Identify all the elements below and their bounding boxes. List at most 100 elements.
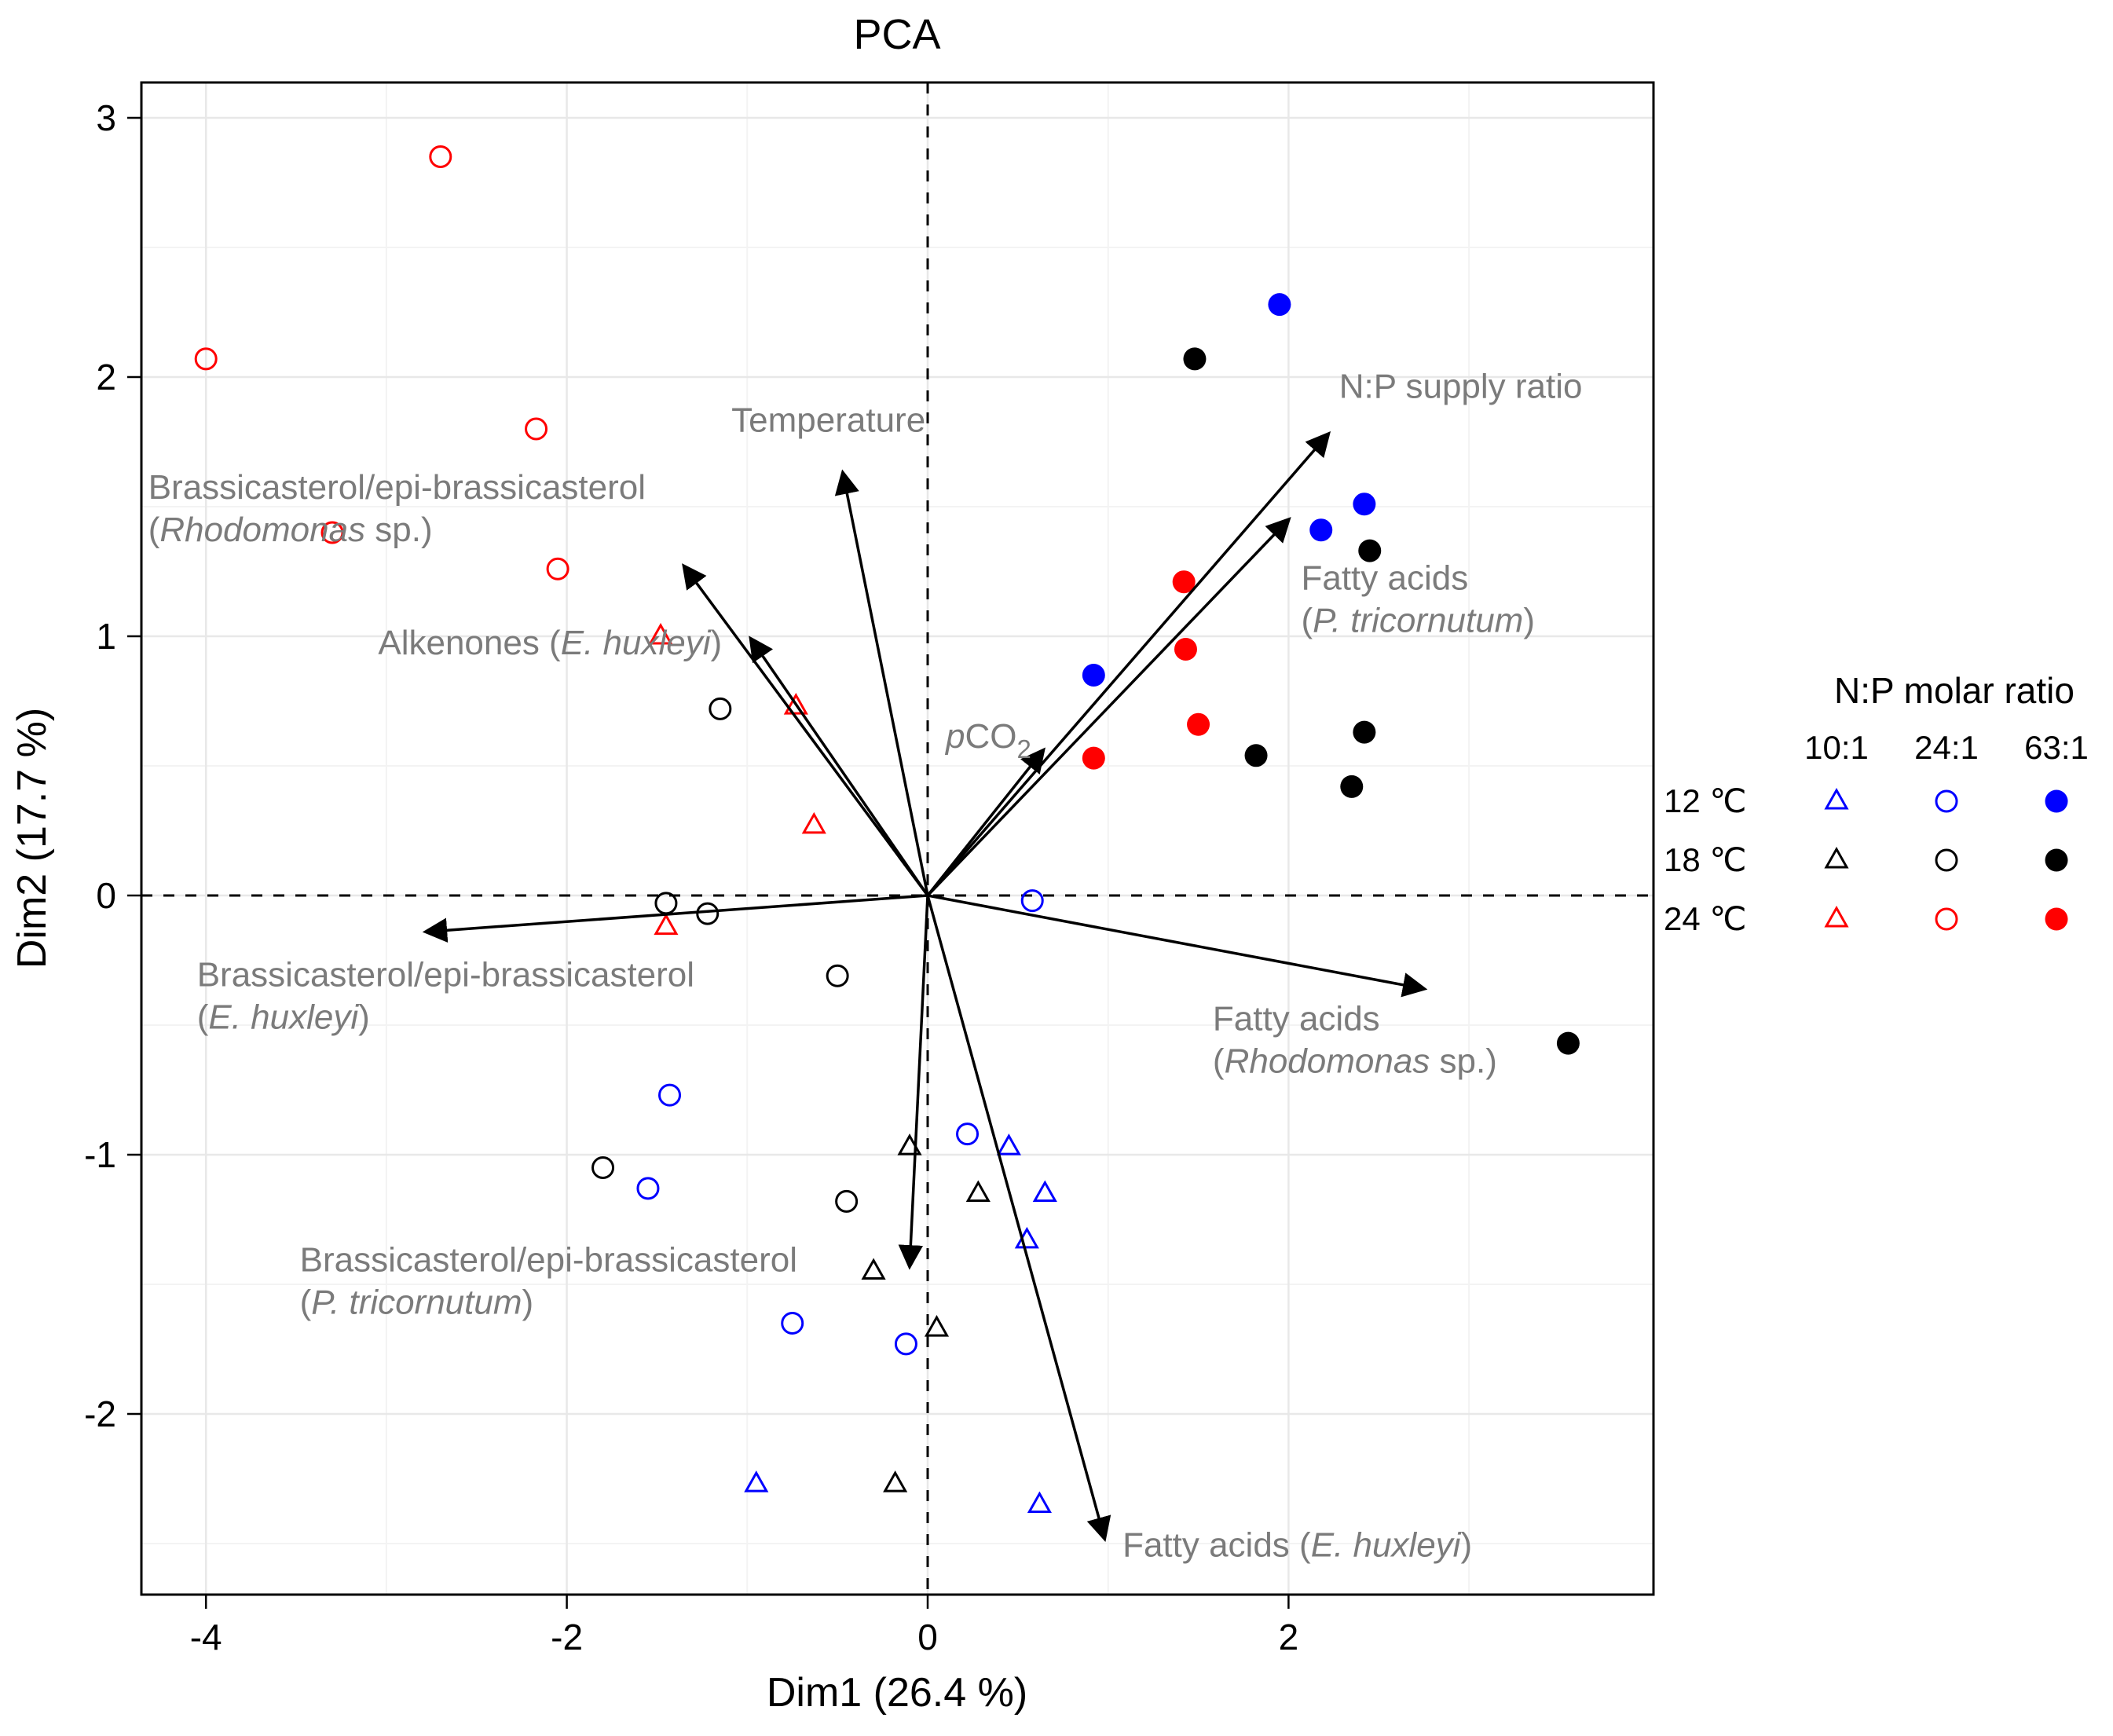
legend: N:P molar ratio 10:1 24:1 63:1 12 ℃ 18 ℃ 24 ℃ xyxy=(1664,669,2113,948)
data-point-18c-63-1 xyxy=(1556,1031,1580,1055)
data-points xyxy=(194,145,1580,1513)
data-point-24c-24-1 xyxy=(525,417,548,441)
panel-border xyxy=(140,81,1655,1596)
legend-key-filled-circle xyxy=(2001,784,2111,819)
data-point-12c-63-1 xyxy=(1309,518,1333,542)
loading-arrow-fatty-acids-rhodomonas xyxy=(927,894,1428,998)
loading-label-fatty-acids-e-huxleyi: Fatty acids (E. huxleyi) xyxy=(1122,1526,1472,1565)
legend-key-open-triangle xyxy=(1782,843,1891,877)
data-point-18c-10-1 xyxy=(861,1258,886,1280)
data-point-24c-24-1 xyxy=(429,145,452,168)
data-point-18c-10-1 xyxy=(924,1315,950,1337)
data-point-18c-24-1 xyxy=(709,697,732,720)
legend-key-open-circle xyxy=(1891,843,2001,877)
data-point-24c-24-1 xyxy=(546,557,569,580)
loading-arrow-temperature xyxy=(834,469,929,896)
data-point-24c-63-1 xyxy=(1174,638,1197,661)
data-point-12c-10-1 xyxy=(996,1134,1021,1156)
loading-arrow-fatty-acids-p-tricornutum xyxy=(926,517,1291,897)
legend-key-open-triangle xyxy=(1782,902,1891,936)
data-point-12c-63-1 xyxy=(1353,493,1376,516)
data-point-18c-24-1 xyxy=(835,1189,859,1213)
open-triangle-icon xyxy=(1824,846,1849,868)
x-tick-label: -2 xyxy=(551,1617,583,1657)
y-tick-label: -1 xyxy=(84,1134,116,1175)
legend-key-open-circle xyxy=(1891,784,2001,819)
gridlines xyxy=(141,82,1653,1595)
open-circle-icon xyxy=(1935,789,1958,812)
loading-arrow-pco2 xyxy=(926,747,1046,897)
open-circle-icon xyxy=(1935,848,1958,871)
x-tick-label: 0 xyxy=(917,1617,938,1657)
loading-label-brassicasterol-e-huxleyi: Brassicasterol/epi-brassicasterol (E. hux… xyxy=(197,956,694,1037)
data-point-18c-10-1 xyxy=(965,1180,991,1202)
loading-label-pco2: pCO2 xyxy=(944,717,1031,764)
x-tick-label: 2 xyxy=(1279,1617,1299,1657)
plot-panel xyxy=(141,82,1653,1595)
data-point-12c-24-1 xyxy=(658,1083,682,1107)
y-tick-label: 3 xyxy=(96,97,116,138)
legend-column-header: 24:1 xyxy=(1914,729,1979,766)
data-point-18c-63-1 xyxy=(1183,347,1207,371)
legend-column-header: 63:1 xyxy=(2024,729,2089,766)
data-point-12c-63-1 xyxy=(1268,293,1291,317)
filled-circle-icon xyxy=(2045,848,2068,871)
legend-row-label: 24 ℃ xyxy=(1664,900,1747,937)
data-point-12c-10-1 xyxy=(744,1470,769,1492)
data-point-12c-10-1 xyxy=(1027,1491,1052,1513)
y-tick-label: 2 xyxy=(96,357,116,397)
data-point-12c-24-1 xyxy=(636,1177,660,1200)
filled-circle-icon xyxy=(2045,789,2068,812)
legend-column-header: 10:1 xyxy=(1804,729,1869,766)
loading-label-fatty-acids-p-tricornutum: Fatty acids (P. tricornutum) xyxy=(1301,559,1535,640)
data-point-24c-63-1 xyxy=(1082,746,1105,770)
zero-reference-lines xyxy=(141,82,1653,1595)
loading-arrow-fatty-acids-e-huxleyi xyxy=(926,895,1111,1542)
axes: -4 -2 0 2 -2 -1 0 1 2 3 xyxy=(84,81,1655,1657)
loading-arrow-np-supply-ratio xyxy=(926,431,1331,897)
loading-label-temperature: Temperature xyxy=(731,401,925,439)
data-point-12c-63-1 xyxy=(1082,664,1105,687)
legend-key-open-circle xyxy=(1891,902,2001,936)
legend-title: N:P molar ratio xyxy=(1834,670,2075,711)
legend-row: 12 ℃ xyxy=(1664,771,2113,830)
data-point-24c-63-1 xyxy=(1187,712,1210,736)
legend-key-filled-circle xyxy=(2001,843,2111,877)
data-point-24c-10-1 xyxy=(648,622,673,645)
legend-row: 18 ℃ xyxy=(1664,830,2113,889)
data-point-12c-24-1 xyxy=(781,1312,804,1335)
loading-label-alkenones-e-huxleyi: Alkenones (E. huxleyi) xyxy=(378,624,722,662)
data-point-24c-10-1 xyxy=(783,693,808,715)
filled-circle-icon xyxy=(2045,907,2068,930)
data-point-12c-24-1 xyxy=(894,1332,917,1356)
data-point-24c-63-1 xyxy=(1172,570,1196,594)
legend-row-label: 12 ℃ xyxy=(1664,782,1747,819)
data-point-18c-24-1 xyxy=(826,964,849,987)
loading-arrow-brassicasterol-e-huxleyi xyxy=(422,894,928,943)
y-axis-title: Dim2 (17.7 %) xyxy=(9,708,55,969)
chart-title: PCA xyxy=(853,11,940,58)
y-tick-label: 1 xyxy=(96,616,116,657)
loading-labels: Temperature Brassicasterol/epi-brassicast… xyxy=(148,367,1583,1564)
data-point-12c-24-1 xyxy=(1020,889,1044,913)
data-point-24c-24-1 xyxy=(194,347,218,371)
data-point-24c-10-1 xyxy=(801,811,826,834)
data-point-18c-24-1 xyxy=(591,1156,615,1179)
x-tick-label: -4 xyxy=(190,1617,222,1657)
legend-key-filled-circle xyxy=(2001,902,2111,936)
data-point-18c-24-1 xyxy=(696,902,720,925)
data-point-12c-10-1 xyxy=(1032,1180,1057,1202)
loading-arrows xyxy=(422,431,1428,1542)
x-axis-title: Dim1 (26.4 %) xyxy=(767,1670,1027,1716)
data-point-18c-63-1 xyxy=(1244,744,1268,767)
legend-key-open-triangle xyxy=(1782,784,1891,819)
data-point-24c-10-1 xyxy=(654,913,679,936)
loading-arrow-brassicasterol-p-tricornutum xyxy=(898,895,929,1270)
open-triangle-icon xyxy=(1824,787,1849,809)
legend-row-label: 18 ℃ xyxy=(1664,841,1747,878)
plot-panel-background xyxy=(141,82,1653,1595)
legend-row: 24 ℃ xyxy=(1664,889,2113,948)
data-point-18c-63-1 xyxy=(1340,775,1364,798)
